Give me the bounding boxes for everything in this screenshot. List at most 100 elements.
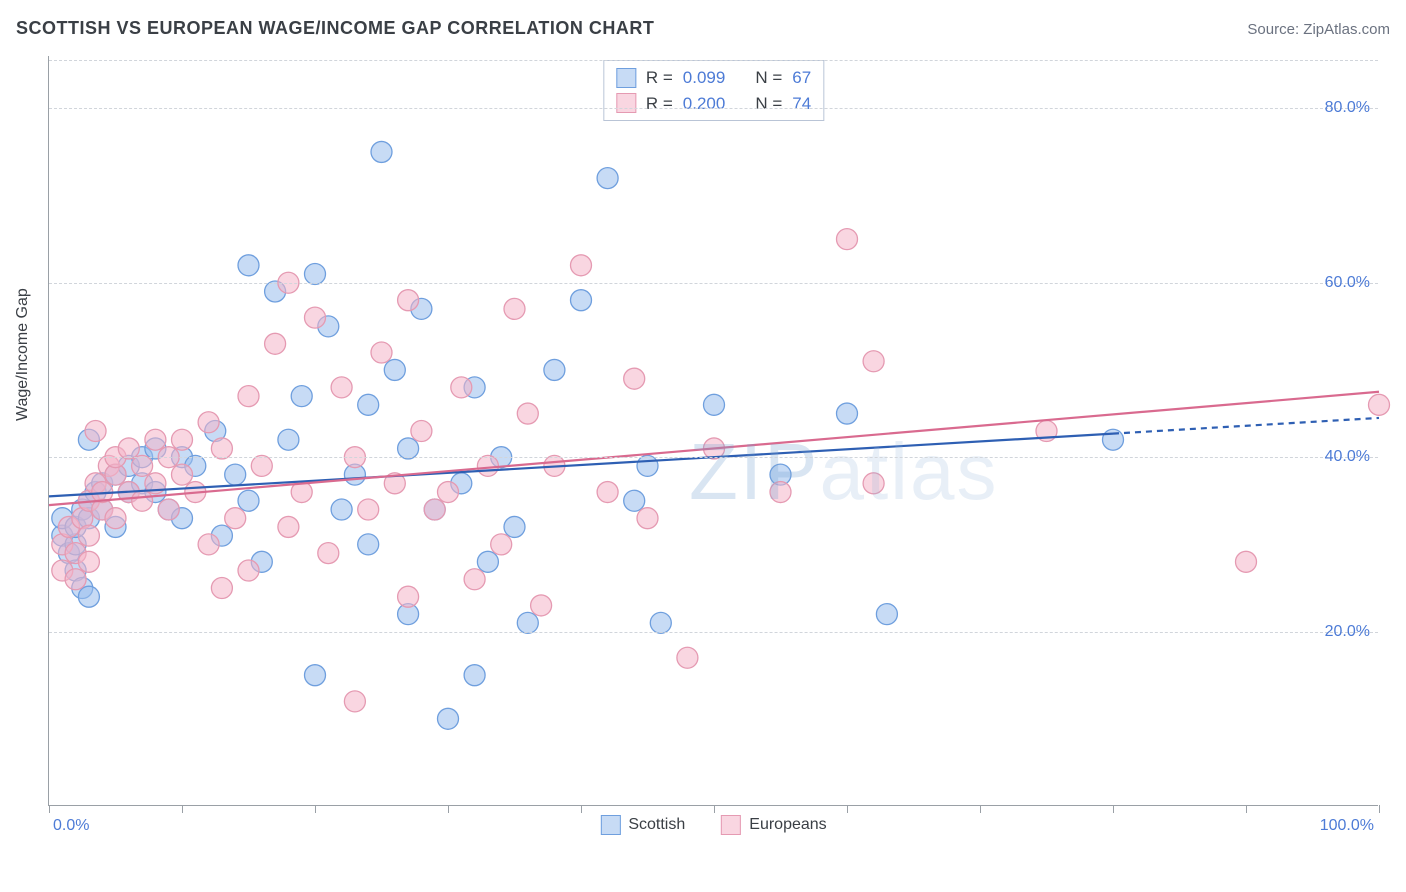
x-tick	[315, 805, 316, 813]
source-name: ZipAtlas.com	[1303, 21, 1390, 38]
x-tick	[1379, 805, 1380, 813]
x-tick	[714, 805, 715, 813]
y-tick-label: 40.0%	[1325, 448, 1370, 466]
point-scottish	[371, 141, 392, 162]
point-scottish	[637, 455, 658, 476]
x-tick	[182, 805, 183, 813]
stats-n-label: N =	[755, 65, 782, 91]
point-europeans	[624, 368, 645, 389]
gridline-h	[49, 632, 1378, 633]
point-europeans	[344, 691, 365, 712]
point-scottish	[398, 438, 419, 459]
point-europeans	[238, 560, 259, 581]
legend-label: Europeans	[749, 816, 826, 834]
gridline-h	[49, 108, 1378, 109]
point-europeans	[438, 482, 459, 503]
point-europeans	[770, 482, 791, 503]
y-tick-label: 80.0%	[1325, 99, 1370, 117]
point-europeans	[571, 255, 592, 276]
swatch-scottish	[600, 815, 620, 835]
point-europeans	[531, 595, 552, 616]
x-tick	[448, 805, 449, 813]
point-europeans	[238, 386, 259, 407]
point-europeans	[145, 429, 166, 450]
point-scottish	[704, 394, 725, 415]
point-europeans	[504, 298, 525, 319]
chart-title: SCOTTISH VS EUROPEAN WAGE/INCOME GAP COR…	[16, 18, 654, 39]
stats-box: R = 0.099 N = 67 R = 0.200 N = 74	[603, 60, 824, 121]
chart-root: SCOTTISH VS EUROPEAN WAGE/INCOME GAP COR…	[0, 0, 1406, 892]
gridline-h	[49, 457, 1378, 458]
swatch-europeans	[721, 815, 741, 835]
stats-r-value: 0.099	[683, 65, 726, 91]
stats-row: R = 0.099 N = 67	[616, 65, 811, 91]
point-europeans	[278, 516, 299, 537]
point-europeans	[331, 377, 352, 398]
point-europeans	[78, 551, 99, 572]
plot-svg	[49, 56, 1378, 805]
point-europeans	[371, 342, 392, 363]
point-europeans	[677, 647, 698, 668]
stats-r-value: 0.200	[683, 91, 726, 117]
point-scottish	[571, 290, 592, 311]
legend-item-scottish: Scottish	[600, 815, 685, 835]
point-scottish	[1103, 429, 1124, 450]
point-scottish	[238, 255, 259, 276]
point-scottish	[438, 708, 459, 729]
gridline-h	[49, 283, 1378, 284]
point-europeans	[491, 534, 512, 555]
point-europeans	[105, 508, 126, 529]
point-scottish	[876, 604, 897, 625]
point-europeans	[451, 377, 472, 398]
point-scottish	[650, 612, 671, 633]
point-europeans	[398, 290, 419, 311]
point-europeans	[411, 421, 432, 442]
point-europeans	[863, 473, 884, 494]
stats-row: R = 0.200 N = 74	[616, 91, 811, 117]
point-scottish	[305, 264, 326, 285]
stats-n-value: 67	[792, 65, 811, 91]
point-europeans	[198, 412, 219, 433]
point-scottish	[238, 490, 259, 511]
legend-label: Scottish	[628, 816, 685, 834]
point-scottish	[517, 612, 538, 633]
point-europeans	[863, 351, 884, 372]
point-europeans	[837, 229, 858, 250]
legend-bottom: Scottish Europeans	[600, 815, 826, 835]
point-scottish	[837, 403, 858, 424]
x-tick	[581, 805, 582, 813]
point-europeans	[85, 421, 106, 442]
point-europeans	[198, 534, 219, 555]
x-axis-min-label: 0.0%	[53, 817, 89, 835]
plot-area: ZIPatlas R =0.099N =67R =0.200N =74 0.0%…	[48, 56, 1378, 806]
stats-n-value: 74	[792, 91, 811, 117]
point-europeans	[172, 429, 193, 450]
point-europeans	[318, 543, 339, 564]
point-europeans	[517, 403, 538, 424]
stats-r-label: R =	[646, 91, 673, 117]
x-axis-max-label: 100.0%	[1320, 817, 1374, 835]
point-europeans	[132, 455, 153, 476]
x-tick	[1246, 805, 1247, 813]
point-europeans	[464, 569, 485, 590]
point-scottish	[464, 665, 485, 686]
point-scottish	[597, 168, 618, 189]
header: SCOTTISH VS EUROPEAN WAGE/INCOME GAP COR…	[16, 18, 1390, 39]
y-tick-label: 20.0%	[1325, 623, 1370, 641]
point-europeans	[211, 438, 232, 459]
swatch-europeans	[616, 93, 636, 113]
stats-n-label: N =	[755, 91, 782, 117]
point-scottish	[305, 665, 326, 686]
trendline-scottish-dashed	[1113, 418, 1379, 434]
y-tick-label: 60.0%	[1325, 274, 1370, 292]
point-scottish	[278, 429, 299, 450]
point-scottish	[504, 516, 525, 537]
point-scottish	[358, 394, 379, 415]
point-europeans	[305, 307, 326, 328]
point-europeans	[78, 525, 99, 546]
x-tick	[1113, 805, 1114, 813]
stats-r-label: R =	[646, 65, 673, 91]
point-scottish	[358, 534, 379, 555]
point-europeans	[132, 490, 153, 511]
point-europeans	[597, 482, 618, 503]
